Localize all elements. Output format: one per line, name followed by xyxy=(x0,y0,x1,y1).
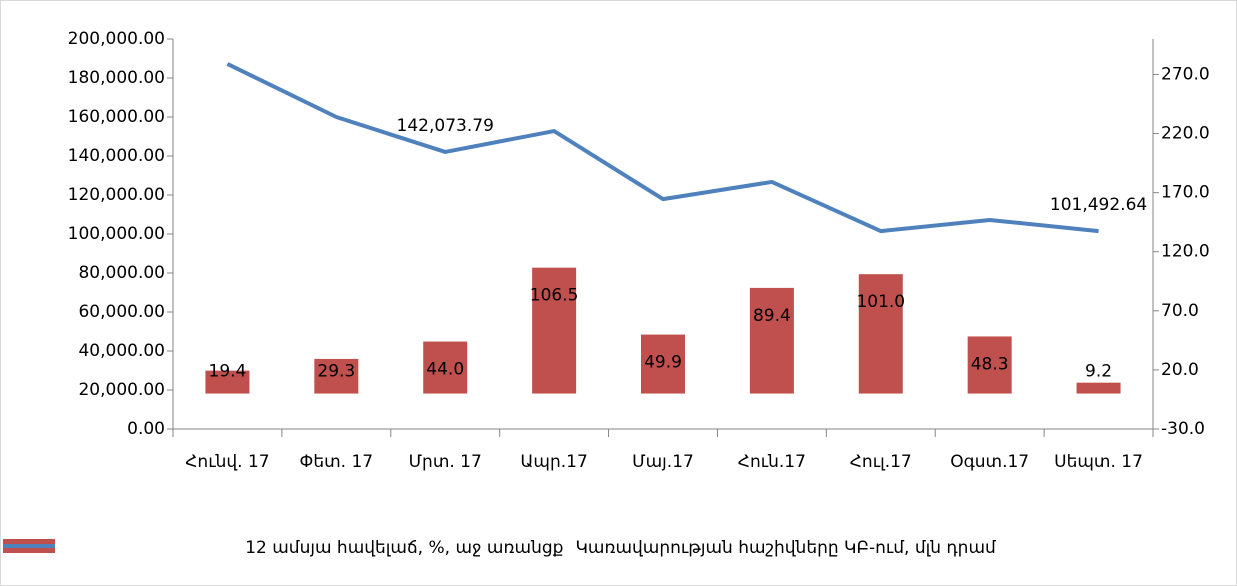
bar-value-label: 9.2 xyxy=(1085,362,1112,382)
y-tick-label: 140,000.00 xyxy=(68,146,165,166)
x-tick-label: Ապր.17 xyxy=(520,452,588,472)
x-tick-label: Հուն.17 xyxy=(737,452,806,472)
y-tick-label: 100,000.00 xyxy=(68,224,165,244)
bar xyxy=(967,336,1012,394)
bar xyxy=(532,267,577,394)
bar xyxy=(1076,382,1121,394)
x-tick-label: Օգստ.17 xyxy=(950,452,1030,472)
x-tick-label: Մայ.17 xyxy=(632,452,694,472)
x-tick-label: Փետ. 17 xyxy=(299,452,374,472)
y2-tick-label: 120.0 xyxy=(1161,242,1210,262)
bar-value-label: 89.4 xyxy=(753,306,791,326)
y-tick-label: 20,000.00 xyxy=(78,380,165,400)
y2-tick-label: 20.0 xyxy=(1161,360,1199,380)
bar xyxy=(749,287,794,394)
y-tick-label: 160,000.00 xyxy=(68,107,165,127)
x-tick-label: Մրտ. 17 xyxy=(408,452,482,472)
legend-swatch xyxy=(3,544,55,548)
y-tick-label: 120,000.00 xyxy=(68,185,165,205)
y-tick-label: 40,000.00 xyxy=(78,341,165,361)
bar-value-label: 101.0 xyxy=(856,292,905,312)
bar-value-label: 49.9 xyxy=(644,353,682,373)
y2-tick-label: 220.0 xyxy=(1161,124,1210,144)
bar-value-label: 44.0 xyxy=(426,360,464,380)
bar xyxy=(314,358,359,394)
bar-value-label: 19.4 xyxy=(209,362,247,382)
bar-value-label: 29.3 xyxy=(317,362,355,382)
y2-tick-label: -30.0 xyxy=(1161,419,1205,439)
y-tick-label: 200,000.00 xyxy=(68,29,165,49)
bar-value-label: 48.3 xyxy=(971,354,1009,374)
y-tick-label: 60,000.00 xyxy=(78,302,165,322)
legend-item: Կառավարության հաշիվները ԿԲ-ում, մլն դրամ xyxy=(3,538,996,558)
x-tick-label: Հունվ. 17 xyxy=(185,452,270,472)
legend-label: Կառավարության հաշիվները ԿԲ-ում, մլն դրամ xyxy=(575,538,996,558)
legend-label: 12 ամսյա հավելաճ, %, աջ առանցք xyxy=(245,538,564,558)
y2-tick-label: 70.0 xyxy=(1161,301,1199,321)
bar xyxy=(423,341,468,394)
x-tick-label: Սեպտ. 17 xyxy=(1054,452,1143,472)
legend: 12 ամսյա հավելաճ, %, աջ առանցք Կառավարութ… xyxy=(1,538,1236,558)
y-tick-label: 180,000.00 xyxy=(68,68,165,88)
y2-tick-label: 270.0 xyxy=(1161,64,1210,84)
bar xyxy=(205,370,250,394)
x-tick-label: Հուլ.17 xyxy=(849,452,912,472)
line xyxy=(226,62,1099,234)
bar xyxy=(858,274,903,394)
line-value-label: 142,073.79 xyxy=(397,116,494,136)
bar xyxy=(641,334,685,394)
y-tick-label: 80,000.00 xyxy=(78,263,165,283)
line-value-label: 101,492.64 xyxy=(1050,195,1147,215)
legend-item: 12 ամսյա հավելաճ, %, աջ առանցք xyxy=(3,538,564,558)
bar-value-label: 106.5 xyxy=(530,286,579,306)
y-tick-label: 0.00 xyxy=(127,419,165,439)
y2-tick-label: 170.0 xyxy=(1161,183,1210,203)
